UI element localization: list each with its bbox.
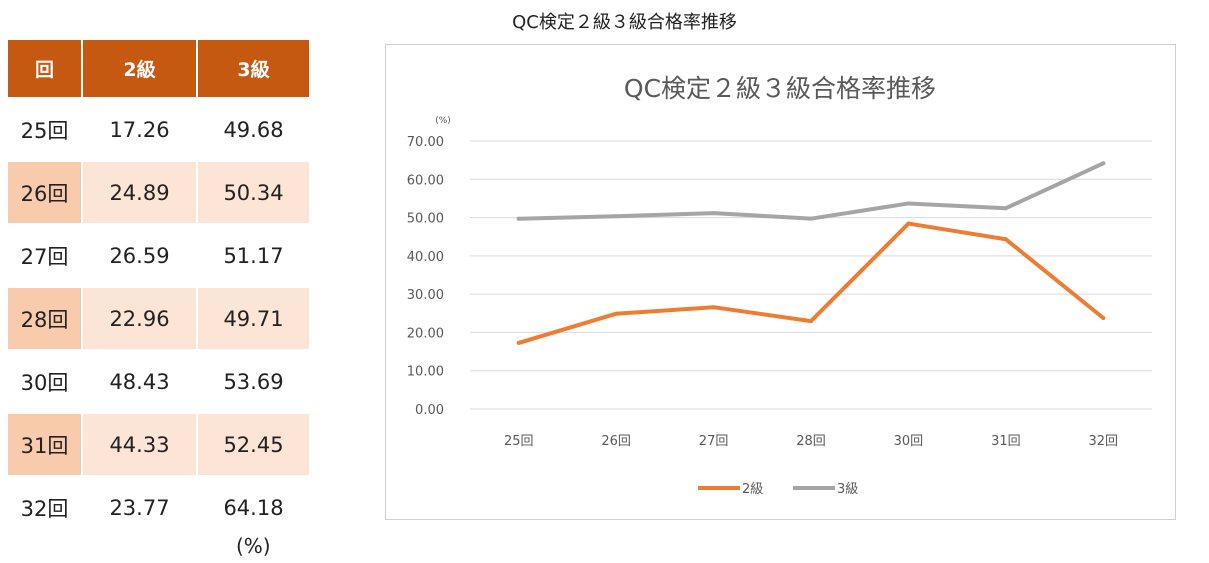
cell-round: 28回 — [8, 286, 81, 349]
cell-round: 26回 — [8, 160, 81, 223]
series-line-grade3 — [516, 161, 1106, 221]
data-point — [1101, 161, 1106, 166]
cell-grade2: 24.89 — [81, 160, 196, 223]
y-tick-label: 20.00 — [407, 326, 444, 341]
data-point — [906, 221, 911, 226]
table-unit-note: (%) — [236, 534, 271, 558]
data-point — [711, 305, 716, 310]
cell-grade3: 51.17 — [196, 223, 309, 286]
y-axis-unit-label: (%) — [435, 116, 451, 126]
y-tick-label: 40.00 — [407, 250, 444, 265]
legend-label: 2級 — [742, 482, 763, 497]
data-point — [906, 201, 911, 206]
line-chart: QC検定２級３級合格率推移 (%) 0.00 10.00 20.00 30.00 40.… — [407, 74, 1152, 497]
table-row: 26回 24.89 50.34 — [8, 160, 309, 223]
cell-grade2: 48.43 — [81, 349, 196, 412]
chart-container: QC検定２級３級合格率推移 (%) 0.00 10.00 20.00 30.00 40.… — [385, 44, 1176, 520]
data-point — [809, 319, 813, 324]
cell-round: 27回 — [8, 223, 81, 286]
cell-round: 25回 — [8, 97, 81, 160]
cell-grade2: 23.77 — [81, 475, 196, 538]
data-point — [809, 216, 813, 221]
data-point — [614, 214, 619, 219]
cell-grade2: 44.33 — [81, 412, 196, 475]
x-tick-label: 30回 — [894, 434, 924, 449]
table-row: 25回 17.26 49.68 — [8, 97, 309, 160]
x-tick-label: 26回 — [601, 434, 631, 449]
table-row: 28回 22.96 49.71 — [8, 286, 309, 349]
cell-grade2: 17.26 — [81, 97, 196, 160]
chart-title: QC検定２級３級合格率推移 — [624, 74, 936, 103]
table-row: 32回 23.77 64.18 — [8, 475, 309, 538]
y-tick-label: 70.00 — [407, 135, 444, 150]
data-point — [1101, 315, 1106, 320]
data-point — [516, 216, 521, 221]
cell-grade3: 52.45 — [196, 412, 309, 475]
cell-round: 30回 — [8, 349, 81, 412]
x-tick-label: 27回 — [699, 434, 729, 449]
x-tick-label: 25回 — [504, 434, 534, 449]
page-title: QC検定２級３級合格率推移 — [512, 12, 737, 33]
cell-round: 31回 — [8, 412, 81, 475]
cell-grade3: 49.68 — [196, 97, 309, 160]
series-line-grade2 — [516, 221, 1106, 345]
y-tick-label: 60.00 — [407, 173, 444, 188]
cell-grade3: 64.18 — [196, 475, 309, 538]
table-header-row: 回 2級 3級 — [8, 40, 309, 97]
cell-grade2: 22.96 — [81, 286, 196, 349]
y-tick-label: 0.00 — [415, 403, 444, 418]
header-grade2: 2級 — [81, 40, 196, 97]
data-point — [711, 211, 716, 216]
cell-grade2: 26.59 — [81, 223, 196, 286]
x-tick-label: 31回 — [991, 434, 1021, 449]
y-tick-label: 30.00 — [407, 288, 444, 303]
cell-round: 32回 — [8, 475, 81, 538]
data-point — [1003, 206, 1008, 211]
table-row: 27回 26.59 51.17 — [8, 223, 309, 286]
cell-grade3: 49.71 — [196, 286, 309, 349]
cell-grade3: 53.69 — [196, 349, 309, 412]
legend-label: 3級 — [837, 482, 858, 497]
y-tick-label: 50.00 — [407, 212, 444, 227]
x-tick-label: 32回 — [1089, 434, 1119, 449]
header-round: 回 — [8, 40, 81, 97]
table-row: 30回 48.43 53.69 — [8, 349, 309, 412]
data-point — [516, 340, 521, 345]
x-tick-label: 28回 — [796, 434, 826, 449]
table-row: 31回 44.33 52.45 — [8, 412, 309, 475]
cell-grade3: 50.34 — [196, 160, 309, 223]
header-grade3: 3級 — [196, 40, 309, 97]
pass-rate-table: 回 2級 3級 25回 17.26 49.68 26回 24.89 50.34 … — [8, 40, 309, 538]
data-point — [614, 311, 619, 316]
y-tick-label: 10.00 — [407, 365, 444, 380]
data-point — [1003, 237, 1008, 242]
